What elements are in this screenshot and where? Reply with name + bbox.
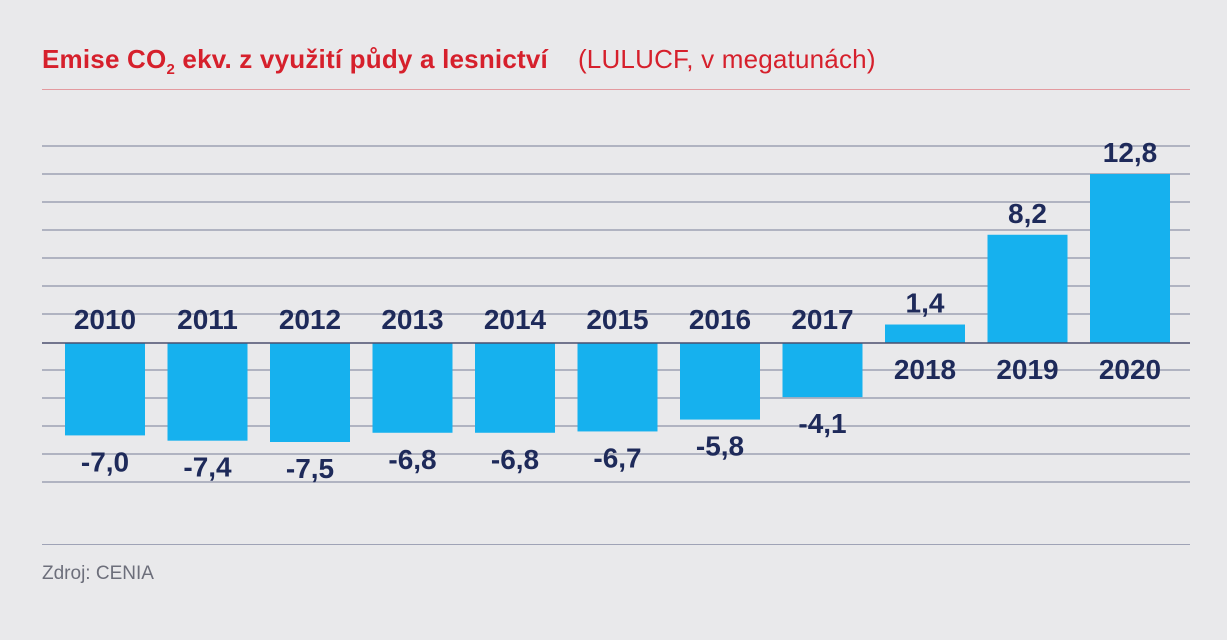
- title-divider: [42, 89, 1190, 90]
- value-label-2016: -5,8: [696, 431, 744, 462]
- year-label-2011: 2011: [177, 304, 238, 335]
- value-label-2015: -6,7: [593, 442, 641, 473]
- title-main-after: ekv. z využití půdy a lesnictví: [174, 44, 548, 74]
- value-label-2017: -4,1: [798, 408, 846, 439]
- bar-2017: [782, 343, 863, 398]
- bar-2018: [885, 324, 965, 343]
- bar-2016: [680, 343, 760, 420]
- source-note: Zdroj: CENIA: [42, 563, 154, 584]
- bar-2015: [577, 343, 658, 432]
- year-label-2010: 2010: [74, 304, 136, 335]
- value-label-2018: 1,4: [906, 288, 945, 319]
- bar-2014: [475, 343, 555, 433]
- title-subscript: 2: [166, 61, 175, 78]
- value-label-2010: -7,0: [81, 446, 129, 477]
- bottom-divider: [42, 544, 1190, 545]
- bar-2012: [270, 343, 350, 442]
- bar-2020: [1090, 174, 1170, 343]
- bar-2019: [987, 234, 1068, 343]
- value-label-2013: -6,8: [388, 444, 436, 475]
- year-label-2013: 2013: [381, 304, 443, 335]
- value-label-2011: -7,4: [183, 452, 232, 483]
- title-main-before: Emise CO: [42, 44, 167, 74]
- year-label-2012: 2012: [279, 304, 341, 335]
- year-label-2016: 2016: [689, 304, 751, 335]
- year-label-2014: 2014: [484, 304, 547, 335]
- value-label-2020: 12,8: [1103, 137, 1158, 168]
- bar-2011: [167, 343, 248, 441]
- year-label-2015: 2015: [586, 304, 648, 335]
- year-label-2018: 2018: [894, 354, 956, 385]
- bar-2013: [372, 343, 453, 433]
- year-label-2019: 2019: [996, 354, 1058, 385]
- value-label-2014: -6,8: [491, 444, 539, 475]
- chart-subtitle: (LULUCF, v megatunách): [577, 44, 876, 74]
- year-label-2020: 2020: [1099, 354, 1161, 385]
- value-label-2012: -7,5: [286, 453, 334, 484]
- bar-2010: [65, 343, 145, 436]
- chart-title: Emise CO2 ekv. z využití půdy a lesnictv…: [42, 44, 876, 84]
- year-label-2017: 2017: [791, 304, 853, 335]
- value-label-2019: 8,2: [1008, 198, 1047, 229]
